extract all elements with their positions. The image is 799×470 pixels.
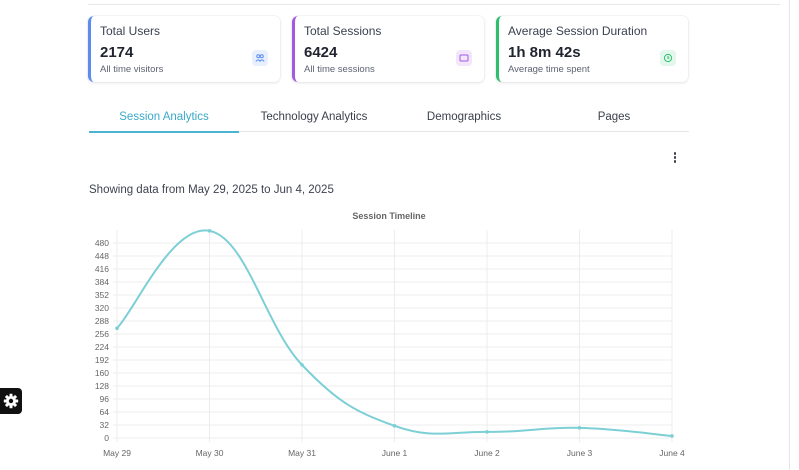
data-point [392, 424, 397, 428]
y-tick-label: 384 [95, 277, 109, 287]
x-tick-label: June 3 [567, 448, 593, 458]
chart-series [115, 229, 674, 438]
y-tick-label: 320 [95, 303, 109, 313]
y-tick-label: 448 [95, 251, 109, 261]
settings-button[interactable] [0, 388, 22, 414]
y-axis: 0 32 64 96 128 160 192 224 256 288 320 352 384 416 448… [95, 238, 109, 443]
date-range-text: Showing data from May 29, 2025 to Jun 4,… [89, 184, 334, 196]
stat-title: Total Sessions [304, 24, 382, 38]
chart-grid [113, 230, 673, 442]
y-tick-label: 480 [95, 238, 109, 248]
y-tick-label: 224 [95, 342, 109, 352]
y-tick-label: 352 [95, 290, 109, 300]
stat-title: Total Users [100, 24, 161, 38]
stat-card-total-sessions: Total Sessions 6424 All time sessions [292, 16, 484, 82]
session-timeline-chart: Session Timeline 0 32 64 96 128 160 192 224 256 2… [95, 211, 685, 458]
clock-icon [660, 50, 676, 66]
stat-value: 6424 [304, 44, 338, 61]
data-point [207, 229, 212, 233]
more-options-icon[interactable] [670, 151, 680, 165]
y-tick-label: 288 [95, 316, 109, 326]
y-tick-label: 0 [104, 433, 109, 443]
y-tick-label: 128 [95, 381, 109, 391]
sessions-icon [456, 50, 472, 66]
stat-value: 2174 [100, 44, 134, 61]
stat-value: 1h 8m 42s [508, 44, 581, 61]
data-point [115, 326, 119, 331]
data-point [485, 430, 489, 434]
y-tick-label: 32 [100, 420, 110, 430]
series-line [116, 229, 673, 437]
y-tick-label: 96 [100, 394, 110, 404]
x-tick-label: May 30 [196, 448, 224, 458]
gear-icon [3, 393, 19, 409]
x-tick-label: June 1 [382, 448, 408, 458]
x-tick-label: May 31 [288, 448, 316, 458]
x-tick-label: June 2 [474, 448, 500, 458]
data-point [300, 363, 304, 367]
y-tick-label: 160 [95, 368, 109, 378]
tab-pages[interactable]: Pages [597, 111, 631, 123]
y-tick-label: 192 [95, 355, 109, 365]
x-axis: May 29 May 30 May 31 June 1 June 2 June 3 June… [103, 448, 685, 458]
analytics-tabs: Session Analytics Technology Analytics D… [89, 104, 689, 133]
stat-title: Average Session Duration [508, 24, 648, 38]
data-point [670, 434, 674, 438]
tab-session-analytics[interactable]: Session Analytics [89, 104, 239, 133]
tab-technology-analytics[interactable]: Technology Analytics [260, 111, 368, 123]
right-scroll-edge [789, 0, 790, 470]
top-divider [88, 4, 780, 5]
users-icon [252, 50, 268, 66]
tab-demographics[interactable]: Demographics [426, 111, 502, 123]
stat-card-average-duration: Average Session Duration 1h 8m 42s Avera… [496, 16, 688, 82]
chart-title: Session Timeline [352, 211, 425, 221]
stat-subtitle: Average time spent [508, 64, 590, 75]
y-tick-label: 64 [100, 407, 110, 417]
x-tick-label: May 29 [103, 448, 131, 458]
stat-subtitle: All time sessions [304, 64, 375, 75]
x-tick-label: June 4 [659, 448, 685, 458]
stat-subtitle: All time visitors [100, 64, 164, 75]
y-tick-label: 256 [95, 329, 109, 339]
stat-card-total-users: Total Users 2174 All time visitors [88, 16, 280, 82]
y-tick-label: 416 [95, 264, 109, 274]
data-point [577, 426, 582, 430]
stats-cards: Total Users 2174 All time visitors Total… [88, 16, 688, 82]
